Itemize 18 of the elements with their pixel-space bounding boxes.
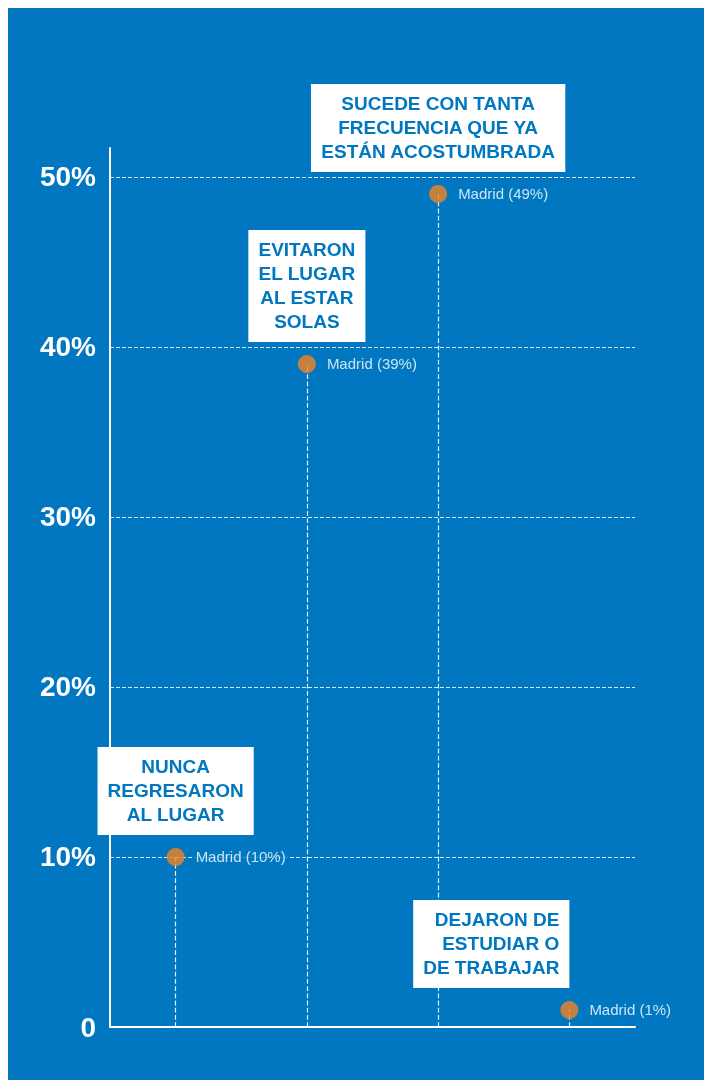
y-tick-label: 30% bbox=[39, 501, 97, 533]
annotation: SUCEDE CON TANTA FRECUENCIA QUE YA ESTÁN ACOSTUMBRADA bbox=[321, 93, 556, 163]
data-label: Madrid (1%) bbox=[589, 1001, 672, 1019]
y-tick-label: 40% bbox=[39, 331, 97, 363]
annotation: EVITARON EL LUGAR AL ESTAR SOLAS bbox=[258, 239, 356, 333]
y-tick-label: 50% bbox=[39, 161, 97, 193]
data-label: Madrid (49%) bbox=[458, 185, 549, 203]
point bbox=[166, 847, 185, 866]
y-tick-label: 0 bbox=[80, 1011, 96, 1043]
annotation: DEJARON DE ESTUDIAR O DE TRABAJAR bbox=[423, 909, 560, 979]
point bbox=[429, 184, 448, 203]
point bbox=[560, 1001, 579, 1019]
data-label: Madrid (39%) bbox=[326, 355, 417, 373]
annotation: NUNCA REGRESARON AL LUGAR bbox=[107, 756, 244, 826]
y-tick-label: 20% bbox=[39, 671, 97, 703]
point bbox=[297, 354, 316, 373]
data-label: Madrid (10%) bbox=[195, 848, 286, 866]
y-tick-label: 10% bbox=[39, 841, 97, 873]
